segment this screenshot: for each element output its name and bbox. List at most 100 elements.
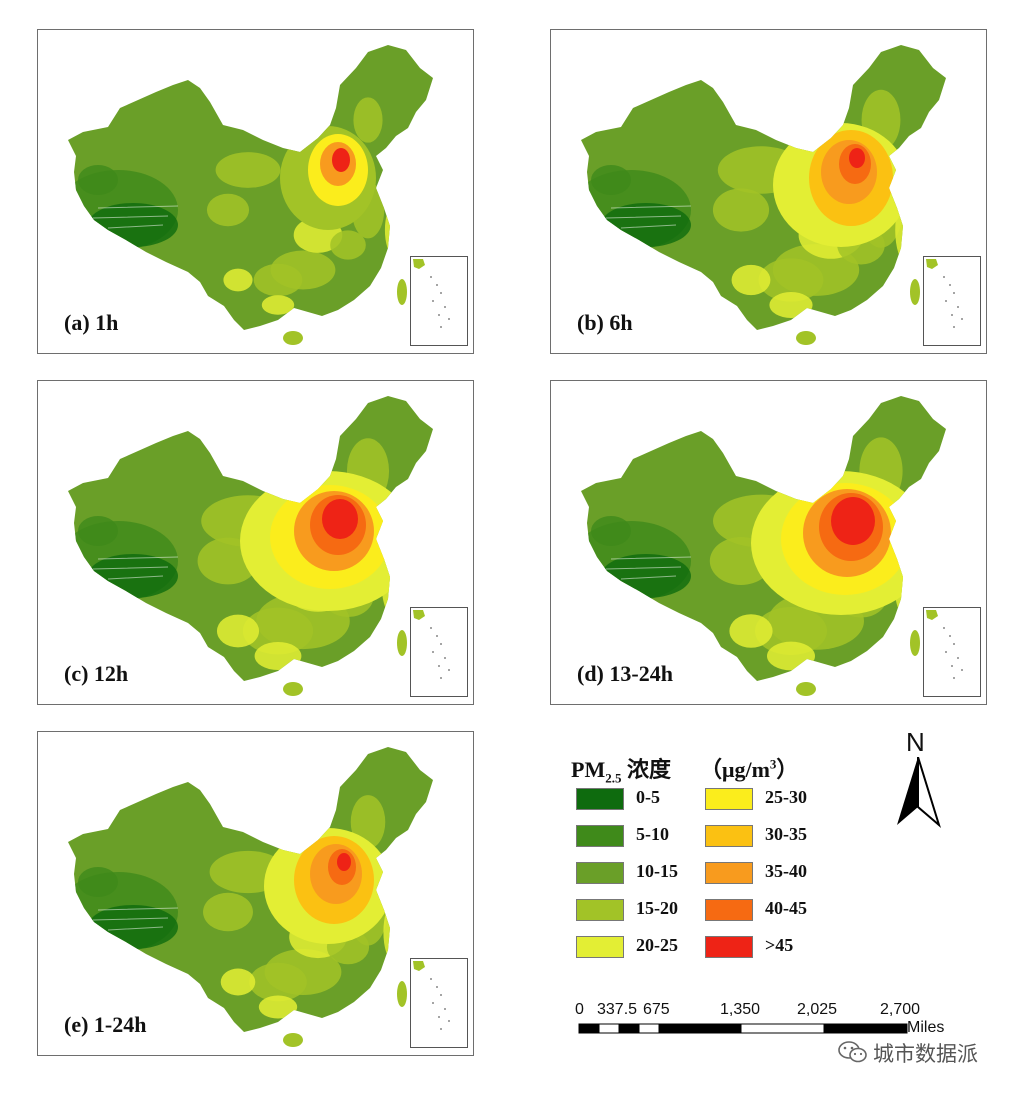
legend-title: PM2.5 浓度 bbox=[571, 752, 671, 786]
legend-swatch bbox=[576, 825, 624, 847]
scale-tick-label: 0 bbox=[575, 1001, 584, 1018]
scale-segment bbox=[658, 1023, 742, 1034]
pm25-zone bbox=[270, 250, 336, 290]
pm25-zone bbox=[78, 867, 118, 897]
hainan-island bbox=[283, 682, 303, 696]
pm25-zone bbox=[601, 554, 691, 598]
pm25-zone bbox=[88, 905, 178, 949]
pm25-hotspot bbox=[332, 148, 350, 172]
hainan-island bbox=[283, 1033, 303, 1047]
terrain-texture bbox=[605, 205, 692, 229]
pm25-zone bbox=[384, 205, 402, 255]
pm25-zone bbox=[712, 188, 770, 232]
legend-swatch bbox=[576, 862, 624, 884]
legend-units: （μg/m3） bbox=[700, 752, 798, 784]
legend-swatch bbox=[705, 825, 753, 847]
taiwan-island bbox=[397, 279, 407, 305]
legend-label: 5-10 bbox=[636, 824, 669, 844]
legend-label: 15-20 bbox=[636, 898, 678, 918]
taiwan-island bbox=[397, 630, 407, 656]
scale-segment bbox=[740, 1023, 825, 1034]
legend-swatch bbox=[576, 899, 624, 921]
pm25-zone bbox=[767, 641, 815, 671]
south-china-sea-inset bbox=[410, 958, 468, 1048]
pm25-zone bbox=[78, 516, 118, 546]
terrain-texture bbox=[605, 556, 692, 580]
scale-tick-label: 2,700 bbox=[880, 1001, 921, 1018]
pm25-zone bbox=[88, 203, 178, 247]
scale-tick-label: 1,350 bbox=[720, 1001, 761, 1018]
scale-tick-label: 2,025 bbox=[797, 1001, 838, 1018]
scale-unit: Miles bbox=[907, 1019, 945, 1036]
pm25-zone bbox=[729, 614, 773, 648]
terrain-texture bbox=[92, 556, 179, 580]
south-china-sea-inset bbox=[923, 256, 981, 346]
south-china-sea-inset bbox=[410, 607, 468, 697]
panel-label: (e) 1-24h bbox=[64, 1012, 147, 1037]
legend-title-suffix: 浓度 bbox=[621, 757, 671, 782]
pm25-zone bbox=[254, 641, 302, 671]
watermark-text: 城市数据派 bbox=[873, 1042, 978, 1066]
legend-label: 35-40 bbox=[765, 861, 807, 881]
pm25-hotspot bbox=[322, 499, 358, 539]
inset-map bbox=[926, 259, 963, 328]
pm25-zone bbox=[215, 152, 281, 188]
pm25-zone bbox=[895, 197, 917, 263]
pm25-zone bbox=[769, 292, 813, 318]
inset-map bbox=[413, 610, 450, 679]
pm25-zone bbox=[383, 903, 403, 961]
china-map bbox=[68, 45, 433, 345]
terrain-texture bbox=[92, 907, 179, 931]
wechat-icon bbox=[838, 1041, 867, 1063]
pm25-zone bbox=[258, 995, 298, 1019]
hainan-island bbox=[796, 682, 816, 696]
north-label: N bbox=[906, 727, 925, 757]
pm25-surface bbox=[581, 89, 917, 318]
map-panel-e: (e) 1-24h bbox=[37, 731, 474, 1056]
scale-segment bbox=[598, 1023, 620, 1034]
panel-label: (a) 1h bbox=[64, 310, 119, 335]
map-panel-d: (d) 13-24h bbox=[550, 380, 987, 705]
pm25-zone bbox=[206, 193, 250, 227]
pm25-zone bbox=[330, 230, 366, 260]
legend-label: >45 bbox=[765, 935, 794, 955]
pm25-zone bbox=[220, 968, 256, 996]
south-china-sea-inset bbox=[923, 607, 981, 697]
scale-segment bbox=[578, 1023, 600, 1034]
pm25-zone bbox=[88, 554, 178, 598]
inset-map bbox=[413, 259, 450, 328]
china-map bbox=[581, 396, 946, 696]
pm25-zone bbox=[216, 614, 260, 648]
pm25-zone bbox=[353, 97, 383, 143]
legend-swatch bbox=[576, 788, 624, 810]
pm25-surface bbox=[68, 795, 403, 1019]
legend-swatch bbox=[705, 936, 753, 958]
legend-swatch bbox=[576, 936, 624, 958]
legend-swatch bbox=[705, 788, 753, 810]
legend-label: 30-35 bbox=[765, 824, 807, 844]
legend-units-text: （μg/m bbox=[700, 757, 770, 782]
legend-title-sub: 2.5 bbox=[605, 770, 622, 786]
pm25-zone bbox=[731, 264, 771, 296]
legend-swatch bbox=[705, 899, 753, 921]
legend-label: 40-45 bbox=[765, 898, 807, 918]
pm25-zone bbox=[264, 948, 342, 996]
legend-units-close: ） bbox=[776, 757, 799, 782]
legend-swatch bbox=[705, 862, 753, 884]
legend-label: 20-25 bbox=[636, 935, 678, 955]
legend-units-sup: 3 bbox=[769, 756, 777, 772]
map-panel-b: (b) 6h bbox=[550, 29, 987, 354]
china-map bbox=[68, 396, 433, 696]
panel-label: (d) 13-24h bbox=[577, 661, 673, 686]
pm25-hotspot bbox=[337, 853, 351, 871]
map-panel-c: (c) 12h bbox=[37, 380, 474, 705]
hainan-island bbox=[283, 331, 303, 345]
scale-bar-graphic bbox=[578, 1023, 908, 1034]
legend-title-main: PM bbox=[571, 757, 606, 782]
taiwan-island bbox=[397, 981, 407, 1007]
pm25-zone bbox=[601, 203, 691, 247]
pm25-zone bbox=[223, 268, 253, 292]
map-panel-a: (a) 1h bbox=[37, 29, 474, 354]
panel-label: (b) 6h bbox=[577, 310, 633, 335]
scale-segment bbox=[638, 1023, 660, 1034]
